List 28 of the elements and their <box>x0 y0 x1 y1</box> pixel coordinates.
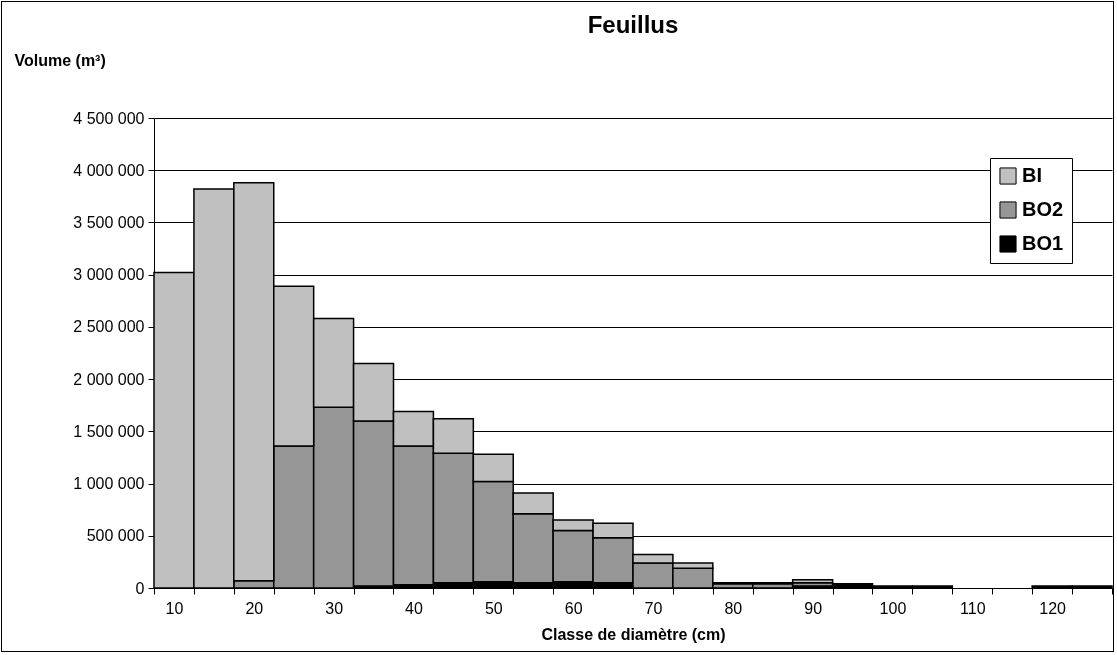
x-tick-label: 70 <box>644 599 663 617</box>
y-tick-label: 3 000 000 <box>73 266 145 284</box>
y-tick-label: 500 000 <box>86 527 145 545</box>
y-tick-label: 2 000 000 <box>73 370 145 388</box>
x-tick-label: 120 <box>1039 599 1067 617</box>
chart-title: Feuillus <box>587 11 679 38</box>
x-tick-label: 10 <box>165 599 184 617</box>
y-tick-label: 3 500 000 <box>73 213 145 231</box>
x-tick-label: 40 <box>405 599 423 617</box>
x-tick-label: 80 <box>724 599 743 617</box>
x-tick-label: 60 <box>564 599 583 617</box>
x-tick-label: 90 <box>804 599 823 617</box>
x-tick-label: 30 <box>325 599 344 617</box>
legend-label: BO1 <box>1022 232 1064 254</box>
y-tick-label: 1 500 000 <box>73 422 145 440</box>
x-tick-label: 50 <box>484 599 503 617</box>
y-tick-label: 1 000 000 <box>73 475 145 493</box>
x-tick-label: 20 <box>245 599 264 617</box>
legend-label: BO2 <box>1022 198 1064 220</box>
y-tick-label: 4 500 000 <box>73 109 145 127</box>
y-axis-title: Volume (m³) <box>14 51 106 69</box>
y-tick-label: 2 500 000 <box>73 318 145 336</box>
x-tick-label: 100 <box>879 599 907 617</box>
x-axis-title: Classe de diamètre (cm) <box>541 625 726 643</box>
y-tick-label: 4 000 000 <box>73 161 145 179</box>
legend-label: BI <box>1022 164 1042 186</box>
y-tick-label: 0 <box>135 579 145 597</box>
x-tick-label: 110 <box>960 599 986 617</box>
